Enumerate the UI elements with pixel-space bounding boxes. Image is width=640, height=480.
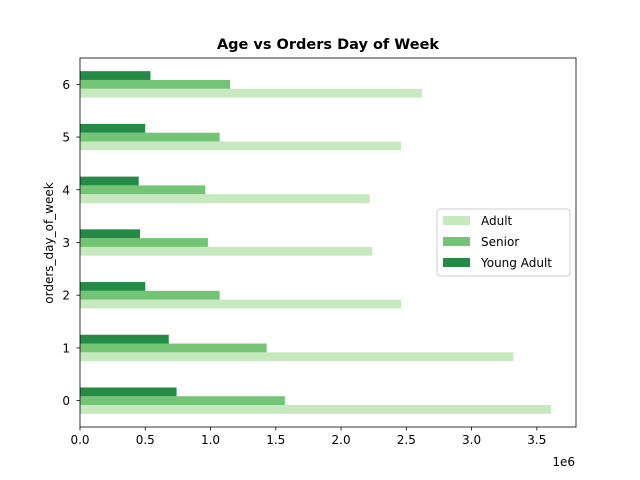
x-tick-label: 0.0 <box>70 433 89 447</box>
legend-label-young-adult: Young Adult <box>480 256 552 270</box>
bar-adult-day-4 <box>80 194 370 203</box>
x-tick-label: 2.0 <box>332 433 351 447</box>
x-tick-label: 1.5 <box>266 433 285 447</box>
bar-adult-day-6 <box>80 88 422 98</box>
chart-title: Age vs Orders Day of Week <box>217 37 439 53</box>
bar-senior-day-3 <box>80 238 208 247</box>
legend-swatch-young-adult <box>443 258 470 267</box>
legend: Adult Senior Young Adult <box>436 208 571 277</box>
bar-senior-day-1 <box>80 343 267 353</box>
y-axis-label: orders_day_of_week <box>42 182 56 303</box>
bar-adult-day-3 <box>80 246 373 256</box>
y-tick-label: 1 <box>62 341 70 355</box>
y-tick-label: 3 <box>62 236 70 250</box>
bar-young-adult-day-4 <box>80 176 139 186</box>
bars-layer <box>80 71 552 414</box>
bar-adult-day-0 <box>80 405 552 414</box>
bar-senior-day-0 <box>80 396 285 406</box>
x-tick-label: 3.5 <box>527 433 546 447</box>
bar-young-adult-day-6 <box>80 71 151 80</box>
x-tick-label: 3.0 <box>462 433 481 447</box>
legend-swatch-senior <box>443 237 470 246</box>
bar-young-adult-day-1 <box>80 334 169 344</box>
axes-layer: 0.0 0.5 1.0 1.5 2.0 2.5 3.0 3.5 0 1 2 3 4 5 6 <box>62 57 577 447</box>
bar-senior-day-6 <box>80 79 231 89</box>
legend-swatch-adult <box>443 216 470 225</box>
legend-box <box>436 208 571 277</box>
legend-label-adult: Adult <box>481 214 513 228</box>
x-axis-offset-label: 1e6 <box>552 455 575 469</box>
y-tick-label: 6 <box>62 78 70 92</box>
x-tick-label: 1.0 <box>201 433 220 447</box>
bar-senior-day-4 <box>80 185 206 195</box>
y-tick-label: 0 <box>62 394 70 408</box>
bar-young-adult-day-0 <box>80 387 177 397</box>
bar-adult-day-5 <box>80 141 402 151</box>
bar-senior-day-5 <box>80 132 220 142</box>
y-tick-label: 4 <box>62 183 70 197</box>
x-tick-label: 2.5 <box>397 433 416 447</box>
legend-label-senior: Senior <box>481 235 519 249</box>
bar-young-adult-day-2 <box>80 282 146 291</box>
x-tick-label: 0.5 <box>136 433 155 447</box>
y-tick-label: 5 <box>62 131 70 145</box>
bar-senior-day-2 <box>80 290 220 300</box>
bar-young-adult-day-3 <box>80 229 141 239</box>
bar-young-adult-day-5 <box>80 123 146 133</box>
bar-adult-day-2 <box>80 299 402 309</box>
bar-adult-day-1 <box>80 352 514 362</box>
y-tick-label: 2 <box>62 289 70 303</box>
